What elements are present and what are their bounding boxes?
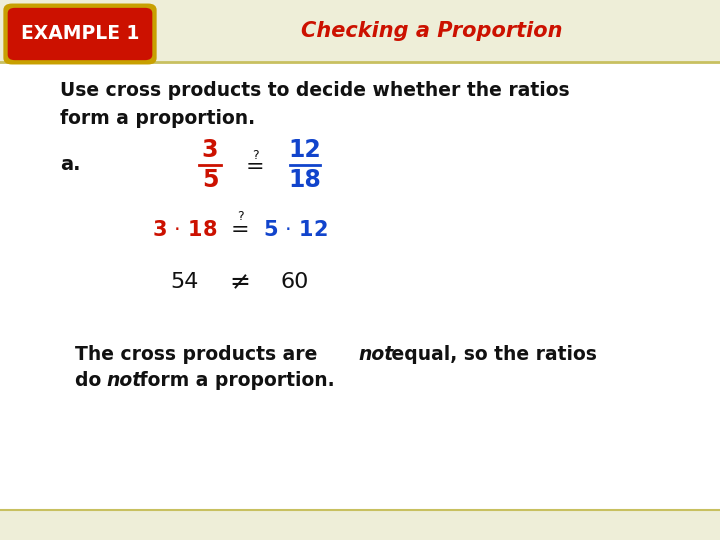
Bar (0, 76, 720, 92)
Text: 12: 12 (289, 138, 321, 162)
Bar (0, 220, 720, 236)
Bar (0, 156, 720, 172)
Bar (0, 44, 720, 60)
Bar (0, 268, 720, 284)
Text: a.: a. (60, 156, 81, 174)
Text: not: not (358, 346, 393, 365)
Bar (0, 108, 720, 124)
Bar (0, 124, 720, 140)
Bar (0, 0, 720, 62)
Text: =: = (246, 157, 264, 177)
Text: 5 $\cdot$ 12: 5 $\cdot$ 12 (263, 220, 328, 240)
Text: form a proportion.: form a proportion. (133, 370, 335, 389)
Bar (0, 444, 720, 460)
Bar (0, 428, 720, 444)
Bar (0, 364, 720, 380)
Text: The cross products are: The cross products are (75, 346, 324, 365)
Bar (0, 300, 720, 316)
Bar (0, 204, 720, 220)
Bar (0, 284, 720, 300)
Bar (0, 508, 720, 524)
Bar (0, 172, 720, 188)
Bar (0, 332, 720, 348)
Bar (0, 460, 720, 476)
Bar (0, 62, 720, 540)
Bar (0, 60, 720, 76)
Text: do: do (75, 370, 108, 389)
Bar (0, 28, 720, 44)
Bar (0, 92, 720, 108)
Bar (0, 252, 720, 268)
Text: Checking a Proportion: Checking a Proportion (301, 21, 563, 41)
Text: 18: 18 (289, 168, 321, 192)
Bar (0, 0, 720, 12)
Text: EXAMPLE 1: EXAMPLE 1 (21, 24, 139, 44)
Bar (0, 492, 720, 508)
Text: 60: 60 (281, 272, 309, 292)
Bar (0, 316, 720, 332)
Bar (0, 348, 720, 364)
Bar (0, 412, 720, 428)
Bar (0, 140, 720, 156)
Bar (0, 12, 720, 28)
Bar (0, 380, 720, 396)
Text: ?: ? (252, 148, 258, 161)
Text: equal, so the ratios: equal, so the ratios (385, 346, 597, 365)
Bar (0, 236, 720, 252)
FancyBboxPatch shape (8, 8, 153, 60)
Bar (0, 476, 720, 492)
Bar (0, 396, 720, 412)
Bar (0, 510, 720, 540)
Text: 3 $\cdot$ 18: 3 $\cdot$ 18 (152, 220, 217, 240)
Text: 3: 3 (202, 138, 218, 162)
FancyBboxPatch shape (4, 4, 157, 64)
Text: =: = (230, 220, 249, 240)
Text: Use cross products to decide whether the ratios: Use cross products to decide whether the… (60, 80, 570, 99)
Text: not: not (106, 370, 141, 389)
Text: ≠: ≠ (230, 270, 251, 294)
Text: form a proportion.: form a proportion. (60, 109, 255, 127)
Text: 54: 54 (171, 272, 199, 292)
Bar (0, 524, 720, 540)
Bar (0, 188, 720, 204)
Text: 5: 5 (202, 168, 218, 192)
Text: ?: ? (237, 210, 243, 222)
